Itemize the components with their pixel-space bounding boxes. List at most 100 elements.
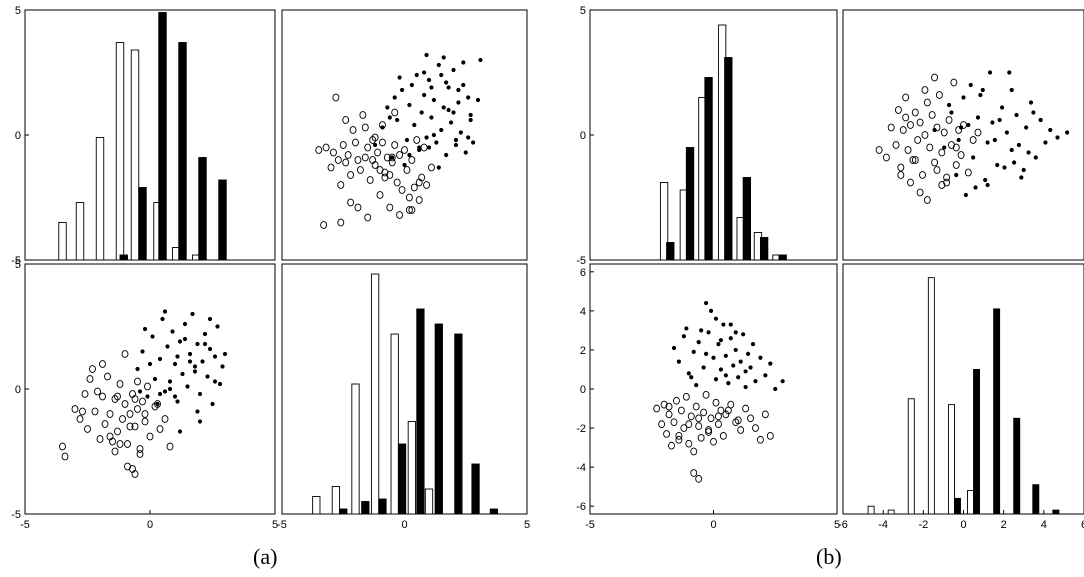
y-tick-label: -6 [576,501,586,513]
bar-filled [361,501,370,515]
bar-filled [704,77,713,261]
point-open [352,138,359,147]
point-open [902,113,910,122]
point-filled [713,377,719,382]
point-open [933,123,941,132]
point-filled [172,361,178,367]
point-filled [426,145,432,150]
point-filled [200,359,205,364]
point-open [969,136,977,144]
point-filled [466,135,471,140]
point-filled [407,102,412,108]
point-open [955,126,963,134]
point-open [943,173,951,182]
point-filled [694,382,699,388]
point-filled [422,92,427,98]
point-open [71,405,79,413]
point-filled [723,373,728,378]
point-open [322,143,330,152]
point-open [911,156,919,164]
point-filled [157,391,163,397]
point-filled [212,354,218,359]
point-open [897,163,905,172]
point-open [156,425,164,433]
point-filled [160,316,165,322]
point-filled [387,115,392,120]
point-filled [758,355,763,360]
point-open [106,432,114,441]
point-open [129,465,136,473]
point-open [369,136,377,144]
point-filled [743,369,748,374]
bar-filled [119,254,128,261]
point-filled [738,359,743,364]
point-open [931,73,939,82]
point-open [405,206,413,214]
x-tick-label: -5 [277,519,287,531]
point-filled [713,316,719,321]
point-open [379,138,386,147]
point-open [344,151,352,159]
point-filled [684,326,689,331]
point-filled [466,95,471,100]
point-filled [733,347,738,353]
point-open [320,221,328,229]
point-filled [419,110,424,115]
point-open [685,439,693,448]
point-open [875,146,883,154]
point-open [663,430,671,438]
x-tick-label: 5 [524,519,530,531]
point-filled [397,75,402,80]
point-open [134,405,141,413]
point-filled [170,329,175,334]
point-filled [763,373,768,378]
point-filled [733,330,738,335]
point-open [712,398,720,407]
point-filled [718,338,724,343]
point-open [695,414,703,423]
axes-frame [589,9,838,261]
bar-filled [954,497,961,515]
point-open [106,410,114,418]
point-open [396,151,404,159]
point-filled [731,363,736,368]
bar-filled [471,463,480,515]
point-filled [145,394,150,399]
point-filled [190,311,195,317]
x-tick-label: 6 [1081,519,1084,531]
point-open [702,391,710,399]
point-filled [706,330,711,335]
point-open [315,146,323,154]
point-filled [195,341,200,347]
point-filled [461,82,466,88]
y-tick-label: 0 [15,130,21,142]
point-open [892,141,900,149]
point-open [104,372,111,381]
point-open [916,118,924,127]
point-open [364,213,372,222]
point-open [330,148,337,157]
point-open [914,136,922,144]
point-open [403,166,411,174]
x-tick-label: 0 [147,519,153,531]
point-filled [392,95,397,100]
point-filled [434,140,439,145]
point-filled [404,137,410,143]
point-filled [949,110,954,115]
point-filled [439,72,444,78]
axes-frame [281,9,528,261]
point-filled [478,57,483,63]
x-tick-label: 0 [960,519,966,531]
point-filled [157,356,163,362]
point-open [747,414,754,423]
point-open [415,196,423,204]
point-open [923,98,931,107]
point-open [700,408,708,417]
point-open [938,148,946,157]
bar-filled [339,508,348,515]
point-filled [395,117,400,123]
bar-open [390,333,399,515]
point-open [124,440,131,448]
point-open [408,156,416,164]
